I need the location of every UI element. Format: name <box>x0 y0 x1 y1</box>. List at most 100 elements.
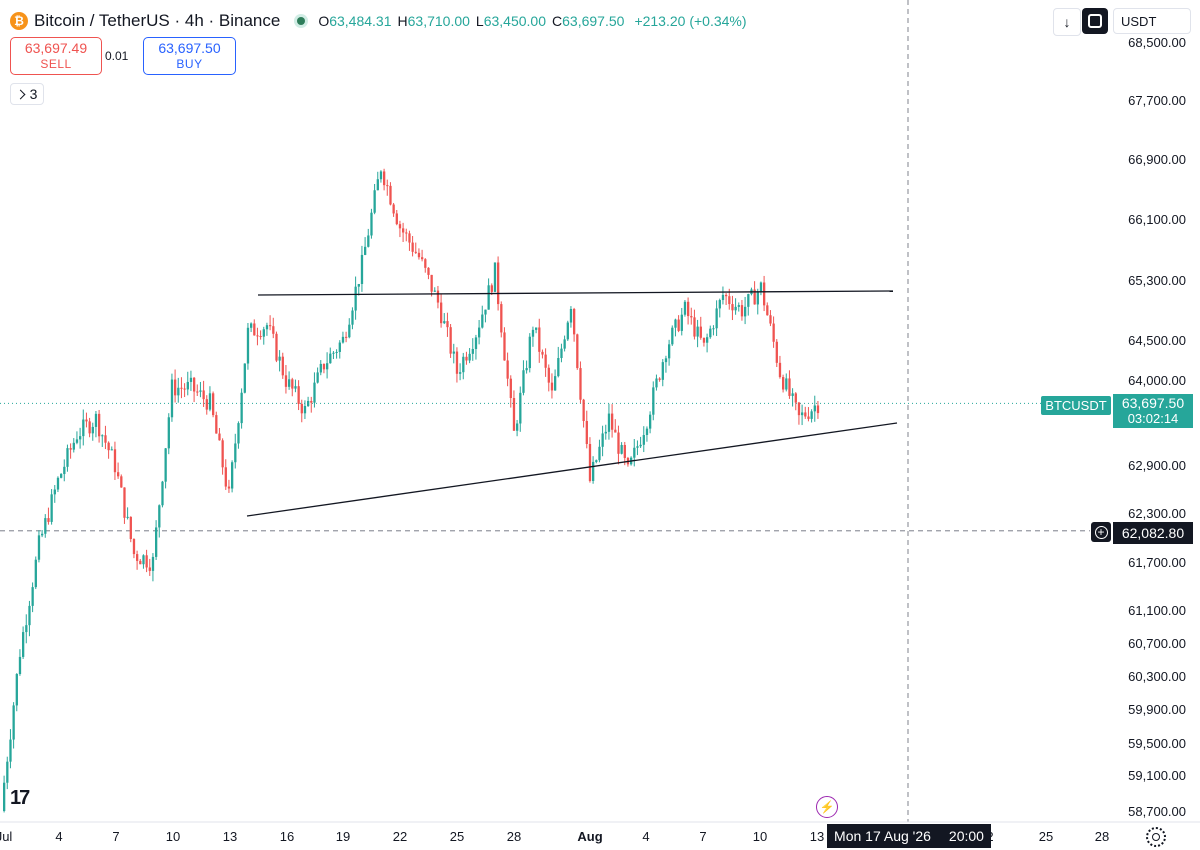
y-tick-label: 65,300.00 <box>1128 273 1186 288</box>
candle-body <box>262 329 265 337</box>
candle-body <box>174 379 177 396</box>
candle-body <box>386 185 389 187</box>
candle-body <box>725 294 728 297</box>
candle-body <box>424 259 427 268</box>
candle-body <box>417 252 421 258</box>
candle-body <box>744 306 747 317</box>
candle-body <box>617 432 620 454</box>
currency-select[interactable]: USDT <box>1113 8 1191 34</box>
candle-body <box>794 393 797 403</box>
candle-body <box>547 367 550 383</box>
candle-body <box>712 328 715 330</box>
indicators-toggle-button[interactable]: 3 <box>10 83 44 105</box>
x-tick-label: 22 <box>393 829 407 844</box>
x-tick-label: 4 <box>55 829 62 844</box>
candle-body <box>607 413 611 432</box>
fullscreen-icon <box>1088 14 1102 28</box>
candle-body <box>265 325 269 330</box>
candle-body <box>620 444 623 454</box>
support-trendline[interactable] <box>246 422 898 517</box>
candle-body <box>604 431 607 434</box>
candle-body <box>177 387 180 396</box>
open-value: 63,484.31 <box>329 13 392 29</box>
candle-body <box>278 356 281 361</box>
candle-body <box>15 673 18 706</box>
candle-body <box>500 304 503 333</box>
candle-body <box>313 382 316 403</box>
candle-body <box>345 336 348 338</box>
candle-body <box>699 326 702 338</box>
candle-body <box>395 213 398 225</box>
candle-body <box>139 560 142 565</box>
candle-body <box>731 304 734 311</box>
x-tick-label: 13 <box>223 829 237 844</box>
y-tick-label: 66,100.00 <box>1128 212 1186 227</box>
candle-body <box>180 387 183 389</box>
candle-body <box>810 411 813 419</box>
candle-body <box>9 739 12 762</box>
download-button[interactable]: ↓ <box>1053 8 1081 36</box>
candle-body <box>683 301 687 315</box>
candle-body <box>414 251 417 253</box>
add-alert-button[interactable]: + <box>1091 522 1111 542</box>
candle-body <box>357 283 360 287</box>
candle-body <box>370 212 373 236</box>
low-value: 63,450.00 <box>483 13 547 29</box>
candle-body <box>484 309 487 315</box>
tradingview-logo[interactable]: 17 <box>10 787 30 809</box>
sell-button[interactable]: 63,697.49 SELL <box>10 37 102 75</box>
candle-body <box>747 294 750 307</box>
candle-body <box>763 282 766 306</box>
candle-body <box>582 399 585 422</box>
candle-body <box>6 761 9 783</box>
y-tick-label: 60,300.00 <box>1128 669 1186 684</box>
candle-body <box>205 399 208 410</box>
candles <box>3 168 820 813</box>
candle-body <box>449 327 452 354</box>
fullscreen-button[interactable] <box>1082 8 1108 34</box>
candle-body <box>383 171 386 186</box>
settings-gear-icon[interactable] <box>1146 827 1166 847</box>
market-status-icon[interactable] <box>294 14 309 28</box>
buy-label: BUY <box>176 57 203 71</box>
x-tick-label: 16 <box>280 829 294 844</box>
symbol-title[interactable]: Bitcoin / TetherUS · 4h · Binance <box>34 11 281 30</box>
candle-body <box>294 386 297 389</box>
candle-body <box>25 625 28 633</box>
y-tick-label: 62,900.00 <box>1128 458 1186 473</box>
candle-body <box>145 555 148 568</box>
candle-body <box>373 190 376 213</box>
candle-body <box>734 306 737 311</box>
lightning-icon[interactable]: ⚡ <box>816 796 838 818</box>
candle-body <box>443 321 446 324</box>
x-tick-label: 7 <box>699 829 706 844</box>
candle-body <box>702 337 706 343</box>
candle-body <box>459 372 462 374</box>
candle-body <box>79 436 82 440</box>
buy-price: 63,697.50 <box>158 40 221 56</box>
candle-body <box>611 413 614 430</box>
candle-body <box>167 417 170 449</box>
buy-button[interactable]: 63,697.50 BUY <box>143 37 236 75</box>
symbol-tag: BTCUSDT <box>1041 396 1111 415</box>
x-tick-label: Jul <box>0 829 12 844</box>
candle-body <box>183 388 186 390</box>
candle-body <box>240 392 243 424</box>
candle-body <box>525 368 528 371</box>
candle-body <box>509 378 512 399</box>
candle-body <box>82 419 85 437</box>
candle-body <box>664 358 668 363</box>
candle-body <box>430 274 433 292</box>
x-tick-label: 10 <box>753 829 767 844</box>
candle-body <box>69 448 72 450</box>
candle-body <box>164 448 167 482</box>
candle-body <box>297 386 300 404</box>
candle-body <box>528 336 531 369</box>
sell-price: 63,697.49 <box>24 40 88 56</box>
candle-body <box>12 705 15 740</box>
candle-body <box>655 378 658 388</box>
ohlc-values: O63,484.31 H63,710.00 L63,450.00 C63,697… <box>318 13 746 29</box>
y-tick-label: 59,500.00 <box>1128 736 1186 751</box>
resistance-trendline[interactable] <box>257 290 894 296</box>
